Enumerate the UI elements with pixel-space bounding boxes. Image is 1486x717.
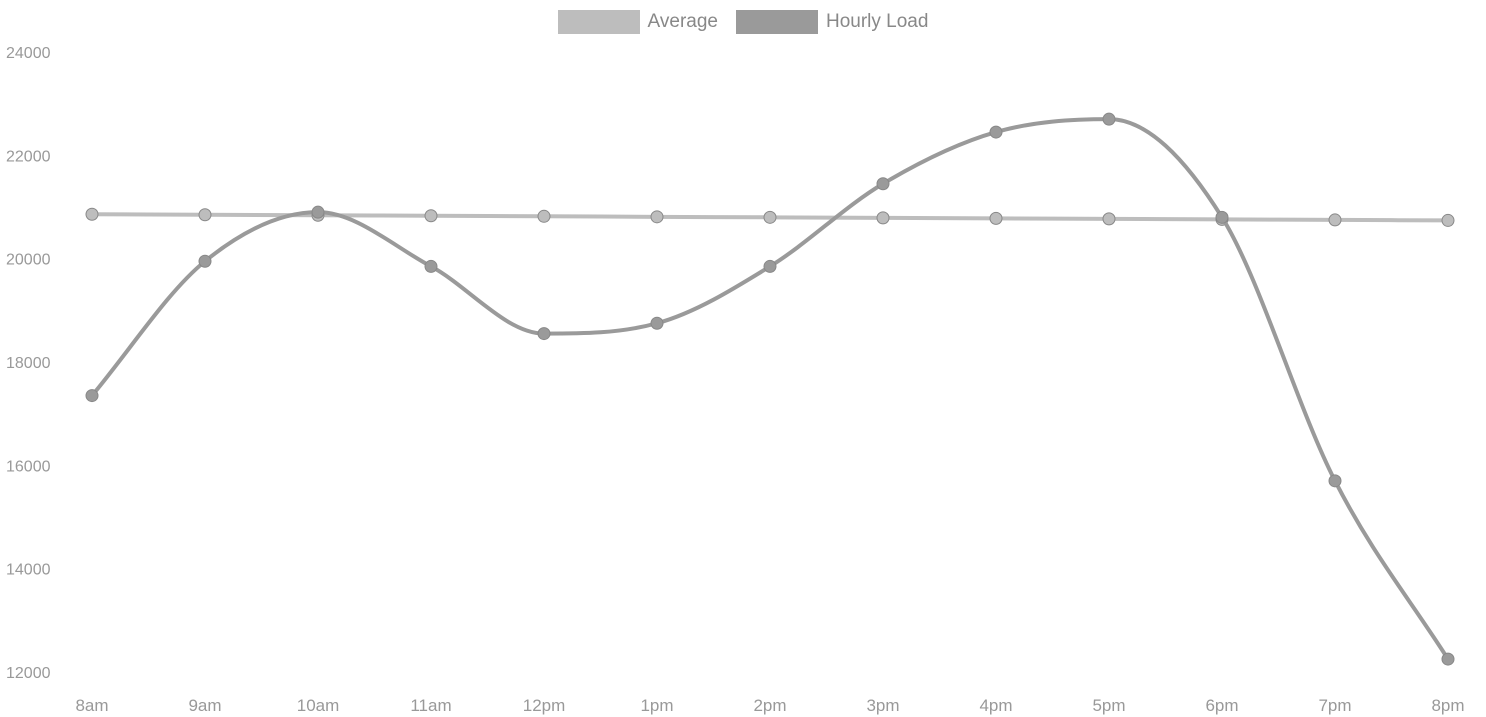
data-point-hourly-load (85, 389, 99, 403)
data-point-average (537, 209, 551, 223)
x-tick-label: 3pm (866, 696, 899, 715)
data-point-average (1328, 213, 1342, 227)
data-point-average (85, 207, 99, 221)
data-point-average (989, 211, 1003, 225)
data-point-hourly-load (1328, 474, 1342, 488)
x-tick-label: 9am (188, 696, 221, 715)
legend: Average Hourly Load (0, 10, 1486, 34)
x-tick-label: 10am (297, 696, 340, 715)
y-tick-label: 20000 (6, 252, 51, 269)
data-point-hourly-load (763, 259, 777, 273)
series-line-hourly-load (90, 117, 1450, 661)
y-tick-label: 16000 (6, 458, 51, 475)
legend-label-hourly-load: Hourly Load (825, 11, 929, 32)
y-tick-label: 24000 (6, 45, 51, 62)
legend-item-average[interactable]: Average (557, 10, 718, 34)
data-point-hourly-load (1102, 112, 1116, 126)
data-point-hourly-load (1215, 210, 1229, 224)
data-point-average (1441, 213, 1455, 227)
x-tick-label: 11am (410, 696, 451, 715)
data-point-hourly-load (876, 177, 890, 191)
data-point-hourly-load (424, 259, 438, 273)
data-point-average (650, 210, 664, 224)
data-point-hourly-load (1441, 652, 1455, 666)
x-tick-label: 7pm (1318, 696, 1351, 715)
x-tick-label: 6pm (1205, 696, 1238, 715)
y-tick-label: 12000 (6, 665, 51, 682)
legend-label-average: Average (647, 11, 718, 32)
x-tick-label: 2pm (753, 696, 786, 715)
data-point-average (424, 209, 438, 223)
y-tick-label: 14000 (6, 562, 51, 579)
x-tick-label: 8pm (1431, 696, 1464, 715)
legend-swatch-average (557, 10, 640, 34)
data-point-average (1102, 212, 1116, 226)
y-tick-label: 18000 (6, 355, 51, 372)
legend-swatch-hourly-load (735, 10, 818, 34)
y-tick-label: 22000 (6, 148, 51, 165)
data-point-hourly-load (650, 316, 664, 330)
data-point-hourly-load (311, 205, 325, 219)
legend-item-hourly-load[interactable]: Hourly Load (735, 10, 929, 34)
data-point-hourly-load (537, 327, 551, 341)
x-tick-label: 1pm (640, 696, 673, 715)
x-tick-label: 4pm (979, 696, 1012, 715)
data-point-average (876, 211, 890, 225)
data-point-hourly-load (198, 254, 212, 268)
data-point-hourly-load (989, 125, 1003, 139)
data-point-average (763, 210, 777, 224)
x-tick-label: 8am (75, 696, 108, 715)
data-point-average (198, 208, 212, 222)
x-tick-label: 12pm (523, 696, 566, 715)
x-tick-label: 5pm (1092, 696, 1125, 715)
